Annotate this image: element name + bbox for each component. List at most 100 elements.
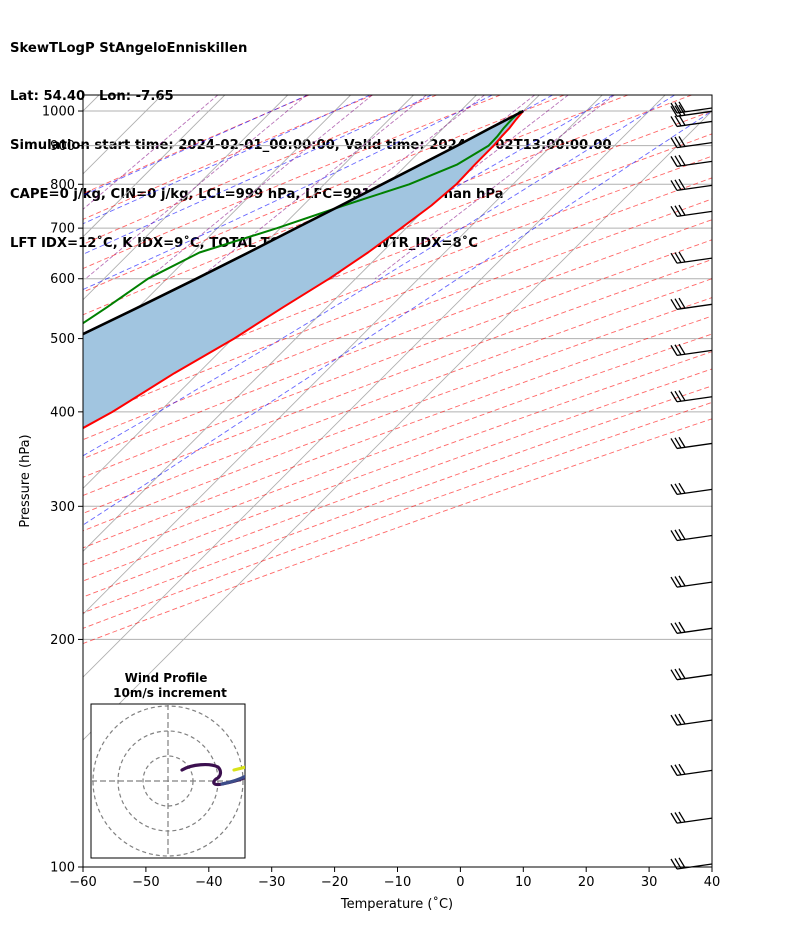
wind-barb bbox=[670, 136, 713, 149]
barb-flag bbox=[678, 857, 686, 869]
barb-flag bbox=[678, 621, 686, 633]
barb-flag bbox=[678, 713, 686, 725]
dry-adiabat bbox=[83, 401, 712, 629]
barb-flag bbox=[674, 115, 682, 127]
hodograph-subtitle: 10m/s increment bbox=[113, 686, 227, 700]
barb-flag bbox=[670, 180, 678, 191]
wind-barb bbox=[670, 101, 713, 114]
barb-flag bbox=[670, 116, 678, 127]
barb-flag bbox=[674, 102, 682, 113]
barb-staff bbox=[676, 534, 713, 542]
parcel-line bbox=[83, 109, 524, 336]
barb-staff bbox=[676, 488, 713, 496]
barb-flag bbox=[674, 483, 682, 495]
barb-staff bbox=[676, 210, 713, 217]
wind-barb bbox=[670, 811, 713, 824]
barb-flag bbox=[678, 251, 686, 263]
barb-flag bbox=[670, 156, 678, 167]
barb-flag bbox=[674, 529, 682, 541]
isotherm-line bbox=[83, 110, 712, 741]
barb-flag bbox=[678, 763, 686, 775]
wind-barb bbox=[670, 390, 713, 403]
sounding-profiles bbox=[83, 109, 525, 430]
x-tick-label: 30 bbox=[641, 875, 658, 890]
wind-barb bbox=[670, 204, 713, 217]
x-tick-label: −60 bbox=[69, 875, 96, 890]
y-tick-label: 100 bbox=[50, 861, 75, 876]
barb-flag bbox=[670, 765, 678, 776]
barb-flag bbox=[670, 252, 678, 264]
barb-staff bbox=[676, 817, 713, 824]
y-tick-label: 200 bbox=[50, 633, 75, 648]
barb-staff bbox=[676, 257, 713, 264]
x-tick-label: −10 bbox=[384, 875, 411, 890]
barb-flag bbox=[670, 391, 678, 403]
hodograph-trace bbox=[232, 765, 245, 772]
barb-flag bbox=[670, 102, 678, 114]
barb-flag bbox=[674, 714, 682, 725]
x-axis: −60 −50 −40 −30 −20 −10 0 10 20 30 40 bbox=[69, 867, 720, 890]
barb-staff bbox=[676, 107, 713, 114]
barb-flag bbox=[674, 252, 682, 263]
barb-staff bbox=[676, 184, 713, 192]
dry-adiabat bbox=[83, 110, 712, 360]
barb-flag bbox=[678, 575, 686, 587]
barb-flag bbox=[670, 345, 678, 356]
barb-flag bbox=[678, 101, 686, 113]
x-tick-label: −30 bbox=[258, 875, 285, 890]
dry-adiabat bbox=[83, 95, 374, 220]
mixing-ratio-line bbox=[253, 95, 485, 280]
x-tick-label: 10 bbox=[515, 875, 532, 890]
barb-staff bbox=[676, 110, 713, 117]
barb-staff bbox=[676, 581, 713, 588]
y-tick-label: 600 bbox=[50, 272, 75, 287]
barb-staff bbox=[676, 160, 713, 168]
y-tick-label: 500 bbox=[50, 332, 75, 347]
wind-barb bbox=[670, 154, 713, 168]
wind-barb bbox=[670, 436, 713, 450]
hodograph-inset: Wind Profile 10m/s increment bbox=[90, 671, 246, 859]
barb-flag bbox=[670, 298, 678, 310]
barb-flag bbox=[678, 204, 686, 216]
barb-flag bbox=[674, 105, 682, 117]
barb-flag bbox=[674, 576, 682, 587]
barb-staff bbox=[676, 120, 713, 128]
wind-barb bbox=[670, 104, 713, 117]
x-tick-label: 0 bbox=[456, 875, 464, 890]
x-tick-label: −20 bbox=[321, 875, 348, 890]
isotherm-line bbox=[83, 95, 289, 301]
barb-flag bbox=[670, 105, 678, 117]
barb-staff bbox=[676, 349, 713, 357]
barb-flag bbox=[670, 206, 678, 217]
y-tick-label: 1000 bbox=[42, 105, 75, 120]
barb-flag bbox=[678, 343, 686, 355]
dry-adiabat bbox=[83, 177, 712, 421]
dry-adiabat bbox=[83, 278, 712, 514]
barb-flag bbox=[674, 764, 682, 776]
chart-title: SkewTLogP StAngeloEnniskillen bbox=[10, 40, 248, 56]
barb-flag bbox=[678, 297, 686, 309]
barb-staff bbox=[676, 769, 713, 777]
y-tick-label: 700 bbox=[50, 222, 75, 237]
cape-cin-shading bbox=[83, 111, 524, 429]
x-tick-label: −40 bbox=[195, 875, 222, 890]
barb-staff bbox=[676, 303, 713, 310]
barb-flag bbox=[670, 669, 678, 681]
barb-flag bbox=[670, 137, 678, 148]
dry-adiabat bbox=[83, 258, 712, 496]
isotherm-line bbox=[83, 95, 100, 112]
barb-flag bbox=[674, 390, 682, 402]
moist-adiabat bbox=[83, 95, 675, 457]
y-tick-label: 400 bbox=[50, 405, 75, 420]
wind-barb bbox=[670, 343, 713, 357]
hodograph-title: Wind Profile bbox=[125, 671, 208, 685]
dry-adiabat bbox=[83, 155, 712, 401]
barb-flag bbox=[678, 436, 686, 448]
barb-flag bbox=[674, 179, 682, 191]
barb-flag bbox=[678, 136, 686, 147]
isotherm-line bbox=[83, 95, 666, 678]
barb-staff bbox=[676, 442, 713, 450]
mixing-ratio-line bbox=[83, 95, 219, 210]
barb-flag bbox=[670, 714, 678, 726]
